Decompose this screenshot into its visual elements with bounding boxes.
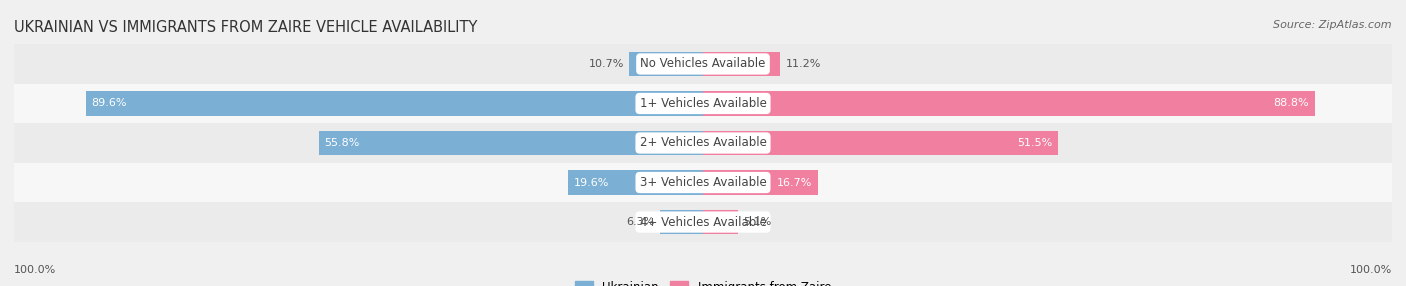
Text: 55.8%: 55.8% — [323, 138, 360, 148]
Text: 89.6%: 89.6% — [91, 98, 127, 108]
Bar — [659, 210, 703, 234]
Text: 51.5%: 51.5% — [1017, 138, 1052, 148]
Text: 19.6%: 19.6% — [574, 178, 609, 188]
Text: No Vehicles Available: No Vehicles Available — [640, 57, 766, 70]
Text: 10.7%: 10.7% — [588, 59, 624, 69]
Text: 11.2%: 11.2% — [786, 59, 821, 69]
Legend: Ukrainian, Immigrants from Zaire: Ukrainian, Immigrants from Zaire — [575, 281, 831, 286]
Text: 2+ Vehicles Available: 2+ Vehicles Available — [640, 136, 766, 150]
Text: 5.1%: 5.1% — [744, 217, 772, 227]
Text: 1+ Vehicles Available: 1+ Vehicles Available — [640, 97, 766, 110]
Bar — [14, 163, 1392, 202]
Text: 100.0%: 100.0% — [1350, 265, 1392, 275]
Bar — [14, 202, 1392, 242]
Bar — [14, 44, 1392, 84]
Text: UKRAINIAN VS IMMIGRANTS FROM ZAIRE VEHICLE AVAILABILITY: UKRAINIAN VS IMMIGRANTS FROM ZAIRE VEHIC… — [14, 20, 478, 35]
Bar — [703, 52, 780, 76]
Bar — [703, 210, 738, 234]
Text: 6.3%: 6.3% — [626, 217, 654, 227]
Bar — [86, 91, 703, 116]
Text: 100.0%: 100.0% — [14, 265, 56, 275]
Text: 16.7%: 16.7% — [778, 178, 813, 188]
Bar — [14, 84, 1392, 123]
Text: 3+ Vehicles Available: 3+ Vehicles Available — [640, 176, 766, 189]
Bar — [14, 123, 1392, 163]
Bar — [703, 170, 818, 195]
Text: 4+ Vehicles Available: 4+ Vehicles Available — [640, 216, 766, 229]
Bar — [703, 91, 1315, 116]
Text: Source: ZipAtlas.com: Source: ZipAtlas.com — [1274, 20, 1392, 30]
Bar — [630, 52, 703, 76]
Bar — [568, 170, 703, 195]
Bar — [703, 131, 1057, 155]
Bar — [319, 131, 703, 155]
Text: 88.8%: 88.8% — [1274, 98, 1309, 108]
